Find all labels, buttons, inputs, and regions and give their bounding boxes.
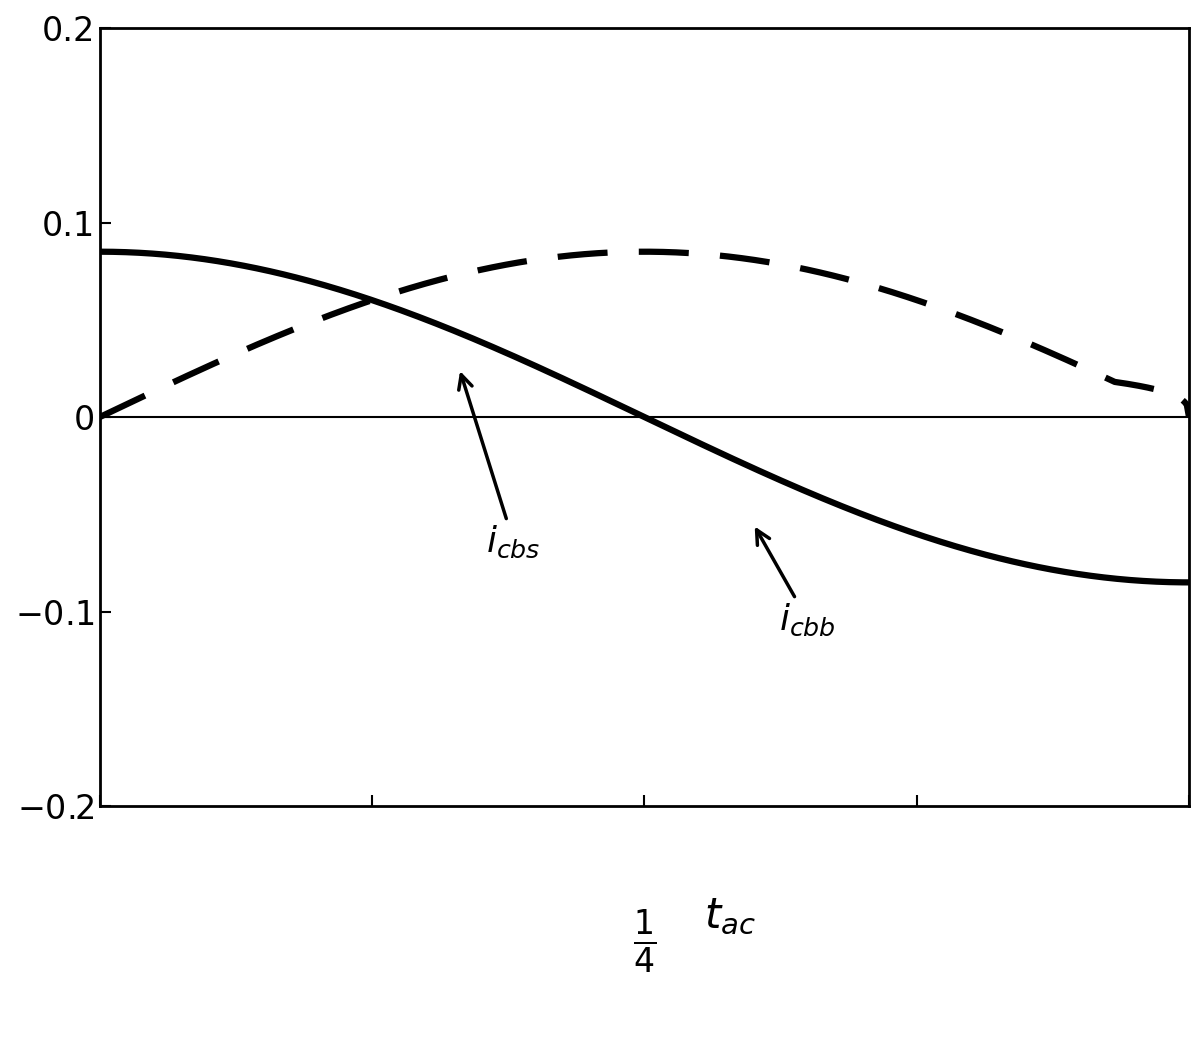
Text: $\frac{1}{4}$: $\frac{1}{4}$ — [633, 908, 656, 976]
Text: $t_{ac}$: $t_{ac}$ — [704, 895, 756, 937]
Text: $i_{cbs}$: $i_{cbs}$ — [459, 375, 541, 560]
Text: $i_{cbb}$: $i_{cbb}$ — [756, 530, 837, 638]
